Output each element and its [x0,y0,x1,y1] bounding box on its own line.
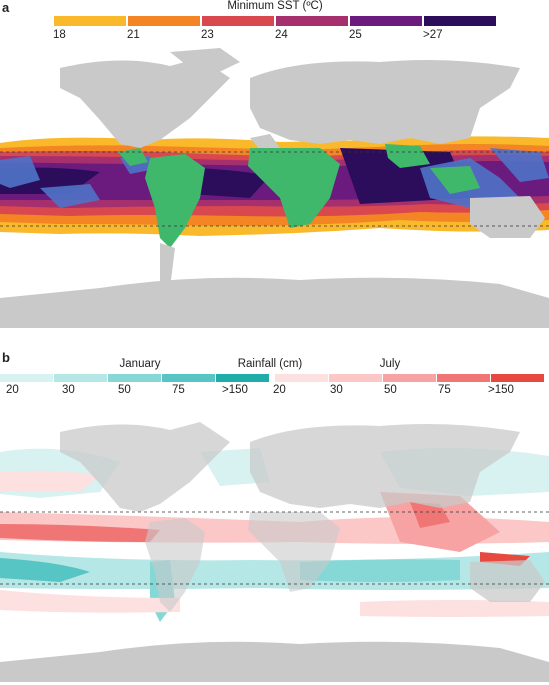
january-tick: 75 [172,384,185,396]
southern-land-tip [160,243,175,288]
rainfall-july-areas [0,470,549,617]
sst-tick: >27 [423,29,443,41]
january-swatch-0 [0,374,53,382]
july-tick: 20 [273,384,286,396]
january-swatch-4 [216,374,269,382]
land-masses-b [0,422,549,682]
january-swatch-2 [108,374,161,382]
january-swatch-1 [54,374,107,382]
sst-swatch-4 [350,16,422,26]
panel-a-letter: a [2,0,10,15]
january-tick: 20 [6,384,19,396]
sst-map [0,48,549,328]
sst-swatch-2 [202,16,274,26]
sst-tick: 25 [349,29,362,41]
rainfall-legend-colorbar [0,374,544,382]
july-swatch-2 [383,374,436,382]
tropical-land [118,144,480,248]
january-tick: 50 [118,384,131,396]
july-label: July [379,358,401,370]
july-tick: 75 [438,384,451,396]
january-tick: 30 [62,384,75,396]
january-tick: >150 [222,384,248,396]
rainfall-legend-title: Rainfall (cm) [237,358,303,370]
sst-swatch-0 [54,16,126,26]
january-swatch-3 [162,374,215,382]
sst-legend-colorbar [54,16,496,26]
july-swatch-1 [329,374,382,382]
sst-tick: 18 [53,29,66,41]
land-masses [0,48,549,328]
sst-swatch-5 [424,16,496,26]
sst-tick: 21 [127,29,140,41]
sst-tick: 23 [201,29,214,41]
july-tick: 30 [330,384,343,396]
sst-swatch-3 [276,16,348,26]
sst-legend-title: Minimum SST (ºC) [227,0,323,12]
sst-tick: 24 [275,29,288,41]
sst-swatch-1 [128,16,200,26]
july-tick: >150 [488,384,514,396]
january-label: January [119,358,161,370]
panel-b-letter: b [2,350,10,365]
july-swatch-3 [437,374,490,382]
rainfall-map [0,412,549,682]
july-swatch-4 [491,374,544,382]
july-tick: 50 [384,384,397,396]
july-swatch-0 [275,374,328,382]
